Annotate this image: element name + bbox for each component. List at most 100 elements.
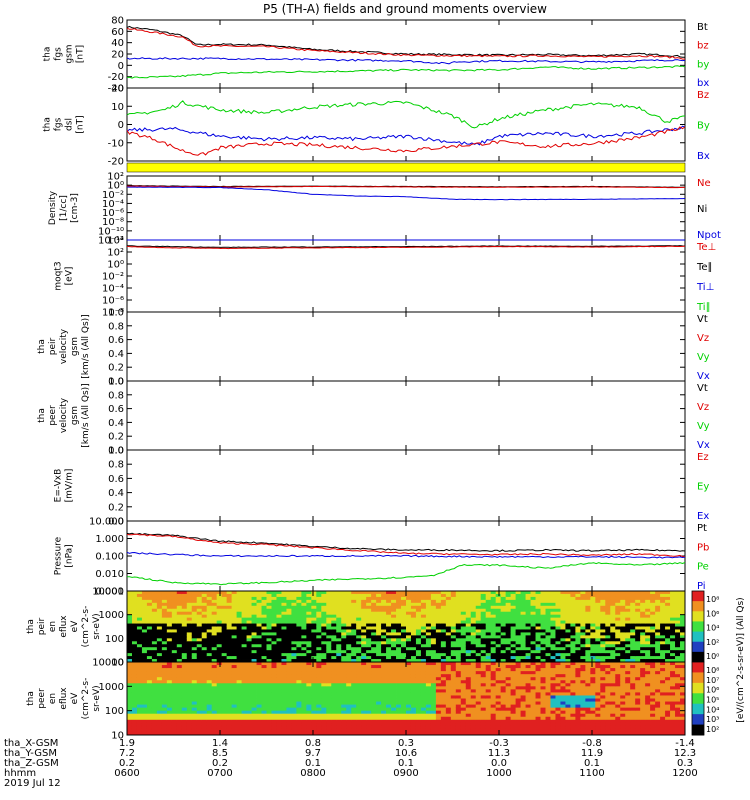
series-Bx <box>126 125 686 146</box>
series-Pe <box>127 562 686 586</box>
series-Npot <box>126 186 686 201</box>
ytick-label: 0 <box>118 120 124 131</box>
orbit-value: 0900 <box>393 768 418 779</box>
figure-title: P5 (TH-A) fields and ground moments over… <box>263 2 547 16</box>
legend-Bt: Bt <box>697 22 708 33</box>
legend-Pi: Pi <box>697 581 706 592</box>
orbit-value: 0800 <box>300 768 325 779</box>
orbit-value: 11.3 <box>488 748 510 759</box>
orbit-value: 0.3 <box>677 758 693 769</box>
date-label: 2019 Jul 12 <box>4 778 61 789</box>
orbit-value: 8.5 <box>212 748 228 759</box>
ylabel-line: dsl <box>65 118 75 131</box>
legend-Ti⊥: Ti⊥ <box>696 282 714 293</box>
legend-Bx: Bx <box>697 151 710 162</box>
ytick-label: -10 <box>108 138 124 149</box>
ylabel-line: [nT] <box>76 115 86 133</box>
ytick-label: 80 <box>111 16 124 27</box>
colorbar-label: [eV/(cm^2-s-sr-eV)] (All Qs) <box>736 597 746 722</box>
ylabel-line: [km/s (All Qs)] <box>81 314 91 378</box>
orbit-value: 1.9 <box>119 738 135 749</box>
ytick-label: 0.0 <box>108 517 124 528</box>
panel-frame <box>126 449 686 522</box>
ytick-label: 0.001 <box>95 587 124 598</box>
orbit-value: 0.1 <box>584 758 600 769</box>
legend-Ti∥: Ti∥ <box>696 302 711 313</box>
spectrogram <box>127 662 686 736</box>
ylabel-line: E=-VxB <box>54 469 64 503</box>
ylabel-line: [mV/m] <box>65 469 75 503</box>
colorbar-tick: 10³ <box>706 715 719 724</box>
orbit-value: 0.2 <box>119 758 135 769</box>
orbit-row-label: tha_Y-GSM <box>4 748 57 759</box>
legend-Bz: Bz <box>697 90 709 101</box>
series-Te⊥ <box>126 245 686 250</box>
ytick-label: 10000 <box>92 587 124 598</box>
legend-Ex: Ex <box>697 511 709 522</box>
ytick-label: -20 <box>108 72 124 83</box>
ytick-label: 0.010 <box>95 569 124 580</box>
ylabel-line: en <box>48 693 58 704</box>
ylabel-line: [cm-3] <box>70 193 80 223</box>
legend-Npot: Npot <box>697 230 721 241</box>
legend-Ne: Ne <box>697 178 711 189</box>
orbit-table: tha_X-GSM 1.9 1.4 0.8 0.3 -0.3 -0.8 -1.4 tha_Y-G… <box>4 738 698 779</box>
ylabel-line: tha <box>26 691 36 706</box>
legend-by: by <box>697 59 709 70</box>
ytick-label: 0.2 <box>108 432 124 443</box>
orbit-value: 0.8 <box>305 738 321 749</box>
panel-8: tha peir en eflux eV (cm^2-s-sr-eV)10⁸10⁶10⁴1… <box>26 587 746 723</box>
panel-6: E=-VxB [mV/m] 1.0 0.8 0.6 0.4 0.2 0.0 Ez Ey Ex <box>54 446 710 528</box>
ytick-label: 10⁻⁴ <box>102 284 124 295</box>
ytick-label: 60 <box>111 27 124 38</box>
orbit-value: 0.1 <box>398 758 414 769</box>
ytick-label: 10⁻² <box>102 190 124 201</box>
ylabel-line: eV <box>70 620 80 633</box>
legend-Ni: Ni <box>697 204 707 215</box>
ytick-label: 10 <box>111 731 124 742</box>
legend-Ey: Ey <box>697 482 709 493</box>
ytick-label: 10⁻² <box>102 272 124 283</box>
orbit-row-label: hhmm <box>4 768 36 779</box>
ytick-label: -40 <box>108 84 124 95</box>
ylabel-line: (cm^2-s- <box>81 678 91 720</box>
series-Bt <box>126 25 686 58</box>
ylabel-line: tha <box>37 408 47 423</box>
orbit-row-label: tha_X-GSM <box>4 738 58 749</box>
ytick-label: 40 <box>111 38 124 49</box>
ytick-label: 0.4 <box>108 349 124 360</box>
orbit-value: 1000 <box>486 768 511 779</box>
series-by <box>126 65 686 79</box>
ytick-label: 0.4 <box>108 488 124 499</box>
ytick-label: 10.000 <box>89 517 124 528</box>
ytick-label: 1.000 <box>95 534 124 545</box>
colorbar-tick: 10⁸ <box>706 595 719 604</box>
orbit-value: 1.4 <box>212 738 228 749</box>
colorbar-tick: 10⁰ <box>706 652 719 661</box>
orbit-value: 7.2 <box>119 748 135 759</box>
orbit-value: 10.6 <box>395 748 417 759</box>
ytick-label: 0 <box>118 61 124 72</box>
panel-frame <box>126 239 686 313</box>
ylabel-line: tha <box>43 47 53 62</box>
colorbar-tick: 10⁴ <box>706 624 719 633</box>
ylabel-line: en <box>48 621 58 632</box>
ytick-label: 0.100 <box>95 552 124 563</box>
orbit-value: -0.3 <box>489 738 509 749</box>
legend-Vt: Vt <box>697 383 708 394</box>
colorbar-tick: 10⁴ <box>706 705 719 714</box>
orbit-value: 1200 <box>672 768 697 779</box>
ytick-label: 1000 <box>99 682 124 693</box>
ytick-label: 0.4 <box>108 418 124 429</box>
ytick-label: 1000 <box>99 610 124 621</box>
ylabel-line: (cm^2-s- <box>81 606 91 648</box>
ytick-label: 1.0 <box>108 308 124 319</box>
ylabel-line: velocity <box>59 328 69 364</box>
legend-Pt: Pt <box>697 523 707 534</box>
ytick-label: 0.2 <box>108 363 124 374</box>
ylabel-line: [nT] <box>76 45 86 63</box>
ylabel-line: tha <box>26 619 36 634</box>
ytick-label: 100 <box>105 634 124 645</box>
